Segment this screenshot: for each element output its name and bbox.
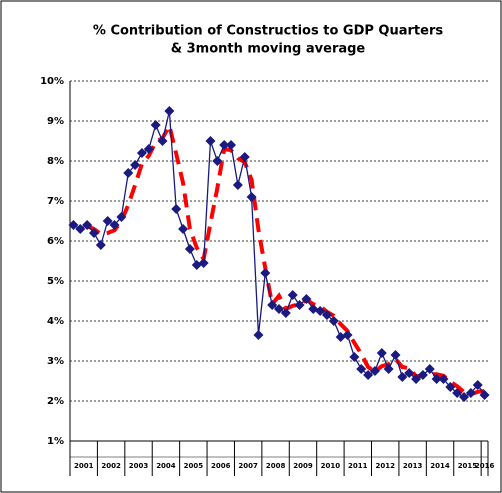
x-group-label: 2016: [475, 462, 495, 470]
y-tick-label: 3%: [47, 356, 64, 367]
chart-subtitle: & 3month moving average: [171, 42, 366, 57]
data-point: [315, 306, 326, 316]
data-point: [253, 330, 264, 340]
data-point: [397, 372, 408, 382]
x-group-label: 2013: [403, 462, 423, 470]
y-tick-label: 4%: [47, 316, 64, 327]
y-tick-label: 9%: [47, 116, 64, 127]
data-point: [404, 368, 415, 378]
data-point: [82, 220, 93, 230]
data-point: [294, 300, 305, 310]
x-group-label: 2012: [375, 462, 395, 470]
x-group-label: 2015: [458, 462, 478, 470]
data-point: [157, 136, 168, 146]
data-point: [232, 180, 243, 190]
y-tick-label: 8%: [47, 156, 64, 167]
data-point: [390, 350, 401, 360]
x-group-label: 2014: [430, 462, 450, 470]
y-tick-label: 6%: [47, 236, 64, 247]
data-point: [75, 224, 86, 234]
data-point: [68, 220, 79, 230]
data-point: [383, 364, 394, 374]
data-point: [445, 382, 456, 392]
data-point: [246, 192, 257, 202]
data-point: [452, 388, 463, 398]
x-group-label: 2008: [266, 462, 286, 470]
data-point: [376, 348, 387, 358]
data-point: [472, 380, 483, 390]
data-point: [417, 370, 428, 380]
data-point: [219, 140, 230, 150]
y-tick-label: 2%: [47, 396, 64, 407]
data-point: [123, 168, 134, 178]
data-point: [198, 258, 209, 268]
x-group-label: 2009: [293, 462, 313, 470]
data-point: [349, 352, 360, 362]
x-group-label: 2010: [321, 462, 341, 470]
x-group-label: 2011: [348, 462, 368, 470]
data-point: [321, 310, 332, 320]
x-group-label: 2002: [101, 462, 121, 470]
data-point: [479, 390, 490, 400]
x-group-label: 2006: [211, 462, 231, 470]
data-point: [301, 294, 312, 304]
data-point: [342, 330, 353, 340]
data-point: [424, 364, 435, 374]
x-group-label: 2001: [74, 462, 94, 470]
data-point: [102, 216, 113, 226]
data-point: [226, 140, 237, 150]
data-point: [184, 244, 195, 254]
data-point: [280, 308, 291, 318]
x-group-label: 2007: [238, 462, 258, 470]
data-point: [369, 366, 380, 376]
data-point: [178, 224, 189, 234]
data-point: [411, 374, 422, 384]
data-point: [136, 148, 147, 158]
data-point: [143, 144, 154, 154]
data-point: [287, 290, 298, 300]
y-tick-label: 1%: [47, 436, 64, 447]
chart-title: % Contribution of Constructios to GDP Qu…: [93, 24, 443, 39]
data-point: [150, 120, 161, 130]
data-point: [274, 304, 284, 314]
data-point: [465, 388, 476, 398]
y-tick-label: 5%: [47, 276, 64, 287]
data-point: [459, 392, 470, 402]
data-point: [109, 220, 120, 230]
data-point: [95, 240, 106, 250]
data-point: [260, 268, 271, 278]
data-point: [431, 374, 442, 384]
data-point: [356, 364, 367, 374]
data-point: [328, 316, 339, 326]
x-group-label: 2005: [184, 462, 204, 470]
data-point: [116, 212, 127, 222]
data-point: [363, 370, 374, 380]
data-point: [438, 374, 449, 384]
x-group-label: 2003: [129, 462, 149, 470]
data-point: [239, 152, 250, 162]
y-tick-label: 7%: [47, 196, 64, 207]
data-point: [212, 156, 223, 166]
data-point: [171, 204, 182, 214]
y-tick-label: 10%: [40, 76, 64, 87]
data-point: [267, 300, 278, 310]
x-group-label: 2004: [156, 462, 176, 470]
data-point: [205, 136, 216, 146]
data-point: [164, 106, 175, 116]
data-point: [88, 228, 99, 238]
data-point: [130, 160, 141, 170]
